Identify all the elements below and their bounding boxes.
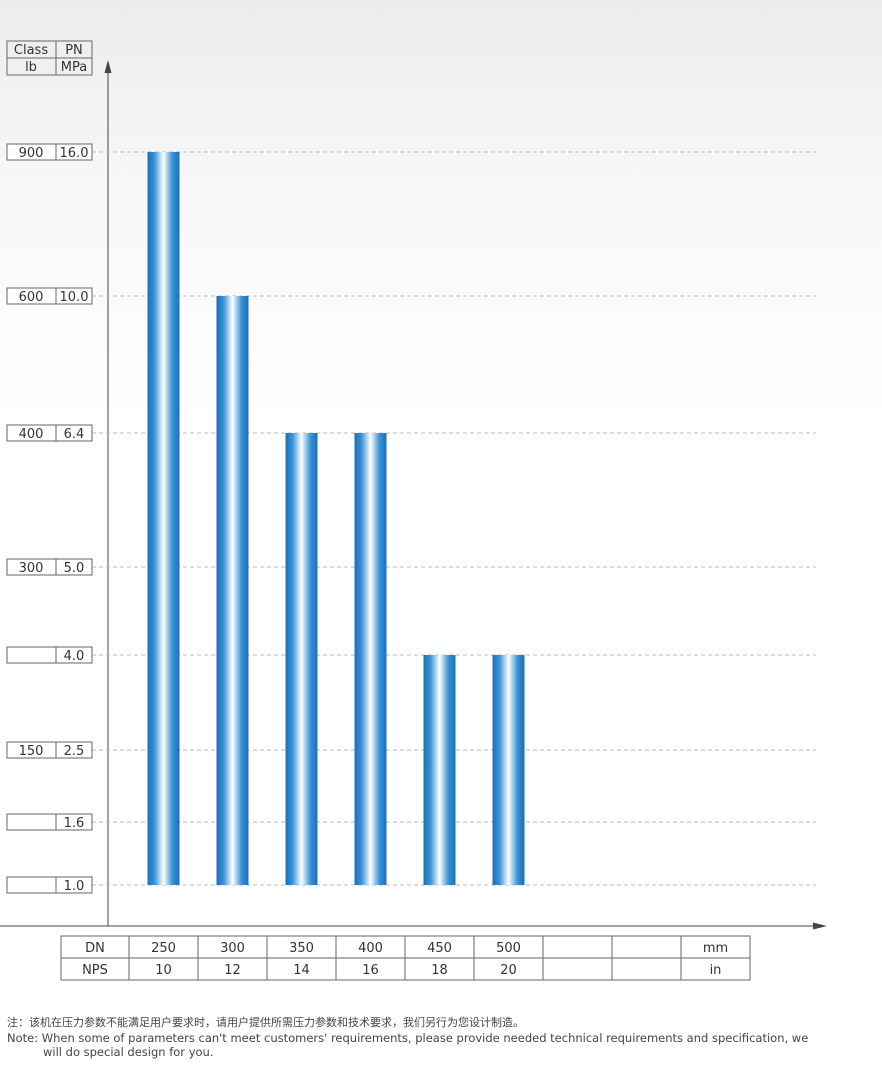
level-label-box <box>6 741 93 759</box>
pn-header: PN <box>65 43 83 58</box>
pn-tick-label: 6.4 <box>64 427 85 442</box>
nps-tick-label: 12 <box>224 963 241 978</box>
bar <box>216 296 249 885</box>
nps-tick-label: 14 <box>293 963 310 978</box>
level-label-box <box>6 287 93 305</box>
bar <box>423 655 456 885</box>
class-tick-label: 150 <box>19 744 44 759</box>
bar <box>285 433 318 885</box>
dn-tick-label: 350 <box>289 941 314 956</box>
dn-tick-label: 450 <box>427 941 452 956</box>
dn-unit-label: mm <box>703 941 728 956</box>
dn-tick-label: 400 <box>358 941 383 956</box>
axes <box>0 60 827 930</box>
x-axis-arrow <box>813 922 827 930</box>
note-chinese: 注：该机在压力参数不能满足用户要求时，请用户提供所需压力参数和技术要求，我们另行… <box>7 1016 524 1029</box>
nps-row-label: NPS <box>82 963 108 978</box>
dn-tick-label: 300 <box>220 941 245 956</box>
dn-tick-label: 250 <box>151 941 176 956</box>
nps-tick-label: 10 <box>155 963 172 978</box>
nps-tick-label: 20 <box>500 963 517 978</box>
level-label-box <box>6 143 93 161</box>
class-tick-label: 900 <box>19 146 44 161</box>
pn-tick-label: 1.0 <box>64 879 85 894</box>
level-label-box <box>6 876 93 894</box>
grid-lines <box>92 151 816 886</box>
pressure-chart: Class PN lb MPa 1.0 1.6 150 2.5 4.0 300 5.0 400… <box>0 40 827 981</box>
nps-tick-label: 18 <box>431 963 448 978</box>
class-header: Class <box>14 43 48 58</box>
pn-tick-label: 5.0 <box>64 561 85 576</box>
class-tick-label: 400 <box>19 427 44 442</box>
level-label-box <box>6 646 93 664</box>
level-label-box <box>6 813 93 831</box>
bar <box>147 152 180 885</box>
mpa-header: MPa <box>61 60 87 75</box>
pn-tick-label: 2.5 <box>64 744 85 759</box>
nps-tick-label: 16 <box>362 963 379 978</box>
pn-tick-label: 1.6 <box>64 816 85 831</box>
level-label-box <box>6 424 93 442</box>
pn-tick-label: 16.0 <box>60 146 89 161</box>
pn-tick-label: 4.0 <box>64 649 85 664</box>
bars <box>147 152 525 885</box>
dn-row-label: DN <box>85 941 105 956</box>
pn-tick-label: 10.0 <box>60 290 89 305</box>
dn-tick-label: 500 <box>496 941 521 956</box>
y-level-labels: 1.0 1.6 150 2.5 4.0 300 5.0 400 6.4 600 10.0 900 16.… <box>6 143 93 894</box>
bar <box>354 433 387 885</box>
lb-header: lb <box>25 60 37 75</box>
y-header-table: Class PN lb MPa <box>6 40 93 76</box>
class-tick-label: 300 <box>19 561 44 576</box>
x-table: DN NPS 250 300 350 400 450 500 mm 10 12 14 16 18 20 in <box>60 935 751 981</box>
note-english-line1: Note: When some of parameters can't meet… <box>7 1031 809 1045</box>
class-tick-label: 600 <box>19 290 44 305</box>
nps-unit-label: in <box>710 963 722 978</box>
y-axis-arrow <box>104 60 112 73</box>
bar <box>492 655 525 885</box>
note-english-line2: will do special design for you. <box>43 1045 214 1059</box>
level-label-box <box>6 558 93 576</box>
note-english: Note: When some of parameters can't meet… <box>7 1031 857 1059</box>
